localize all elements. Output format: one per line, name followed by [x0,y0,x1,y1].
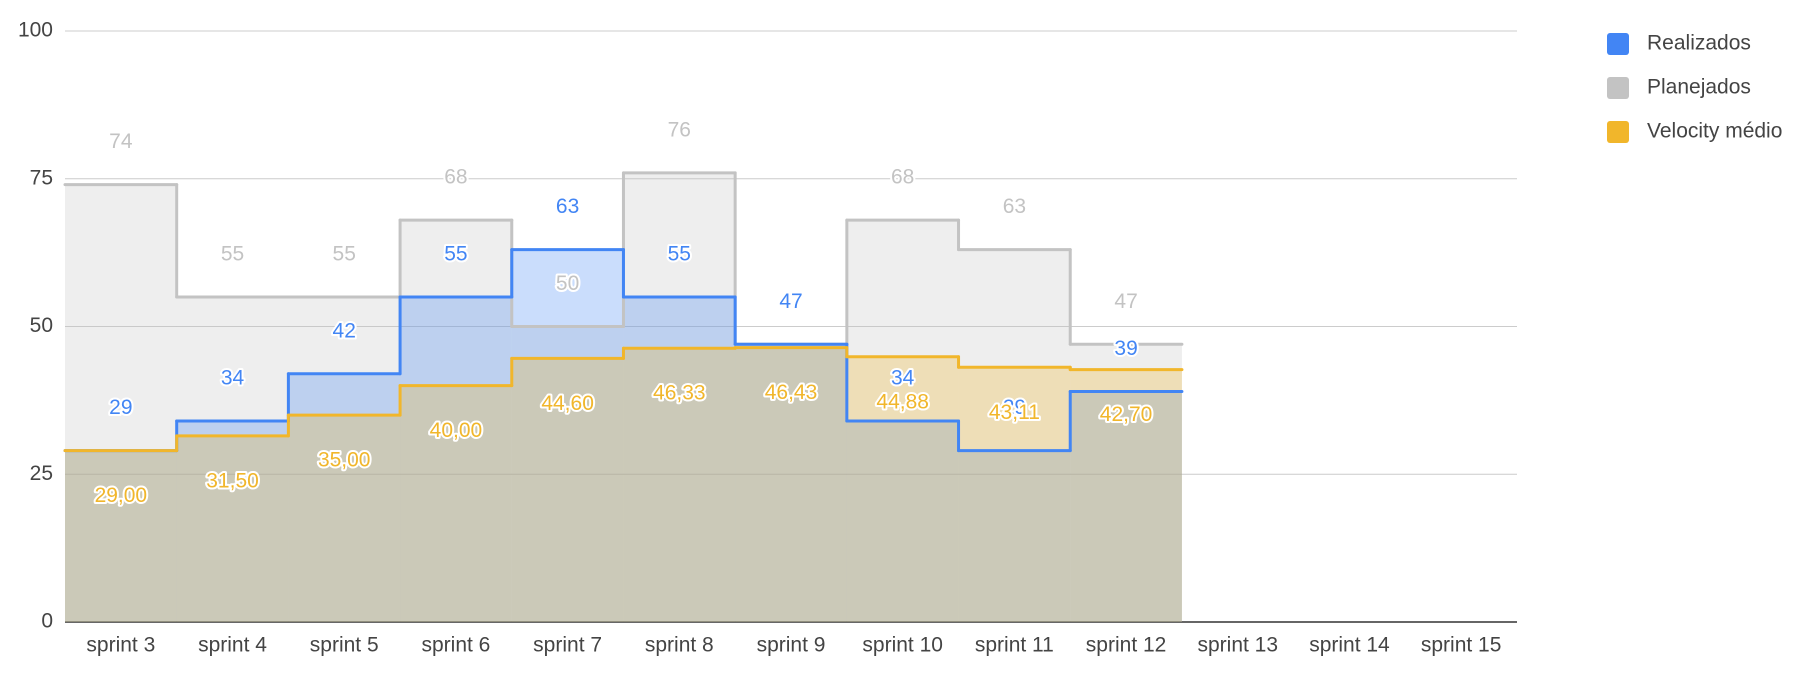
area-step [176,296,289,622]
x-tick-label: sprint 12 [1086,634,1167,657]
area-step [735,344,847,622]
y-tick-label: 25 [30,462,53,485]
data-label: 55 [668,242,691,265]
data-label: 55 [221,242,244,265]
data-label: 55 [333,242,356,265]
y-tick-label: 0 [41,610,53,633]
data-label: 74 [109,130,133,153]
data-label: 55 [444,242,467,265]
legend-swatch [1607,77,1629,99]
x-tick-label: sprint 3 [86,634,155,657]
area-step [65,450,177,622]
data-label: 42 [333,319,356,342]
data-label: 31,50 [206,469,259,492]
area-step [176,421,289,622]
data-label: 42,70 [1100,403,1153,426]
area-step [65,184,177,622]
data-label: 47 [1114,290,1137,313]
x-tick-label: sprint 8 [645,634,714,657]
area-step [958,367,1071,622]
data-label: 63 [1003,195,1026,218]
data-label: 68 [891,166,914,189]
y-tick-label: 50 [30,314,53,337]
area-step [623,172,736,622]
y-tick-label: 100 [18,19,53,42]
area-step [623,296,736,622]
area-step [958,450,1071,622]
legend-label: Velocity médio [1647,120,1782,143]
area-step [511,326,624,622]
area-step [511,249,624,623]
area-step [288,296,401,622]
x-tick-label: sprint 7 [533,634,602,657]
area-step [511,358,624,622]
area-step [400,385,512,622]
y-tick-label: 75 [30,166,53,189]
area-step [400,220,512,622]
data-label: 47 [779,290,802,313]
data-label: 29 [1003,396,1026,419]
data-label: 47 [779,290,802,313]
area-step [735,347,847,622]
data-label: 39 [1114,337,1137,360]
data-label: 29 [109,396,132,419]
data-label: 43,11 [989,401,1040,424]
area-step [958,249,1071,623]
data-label: 35,00 [318,449,371,472]
data-label: 44,88 [876,390,929,413]
area-step [846,421,959,622]
area-step [400,296,512,622]
legend-label: Planejados [1647,76,1751,99]
area-step [1070,391,1182,622]
legend-swatch [1607,33,1629,55]
data-label: 34 [891,367,915,390]
data-label: 46,43 [765,381,818,404]
data-label: 63 [556,195,579,218]
x-tick-label: sprint 5 [310,634,379,657]
area-step [176,435,289,622]
data-label: 50 [556,272,579,295]
x-tick-label: sprint 10 [862,634,943,657]
area-step [623,348,736,622]
data-label: 68 [444,166,467,189]
x-tick-label: sprint 14 [1309,634,1390,657]
area-step [288,415,401,622]
area-step [735,344,847,622]
legend-label: Realizados [1647,32,1751,55]
x-tick-label: sprint 13 [1197,634,1278,657]
x-tick-label: sprint 15 [1421,634,1502,657]
data-label: 40,00 [430,419,483,442]
area-step [65,450,177,622]
legend-swatch [1607,121,1629,143]
area-step [846,356,959,622]
data-label: 76 [668,118,691,141]
data-label: 46,33 [653,382,706,405]
x-tick-label: sprint 6 [421,634,490,657]
x-tick-label: sprint 11 [975,634,1054,657]
data-label: 29,00 [95,484,148,507]
x-tick-label: sprint 4 [198,634,267,657]
data-label: 44,60 [541,392,594,415]
area-step [1070,369,1182,622]
x-tick-label: sprint 9 [757,634,826,657]
data-label: 34 [221,367,245,390]
